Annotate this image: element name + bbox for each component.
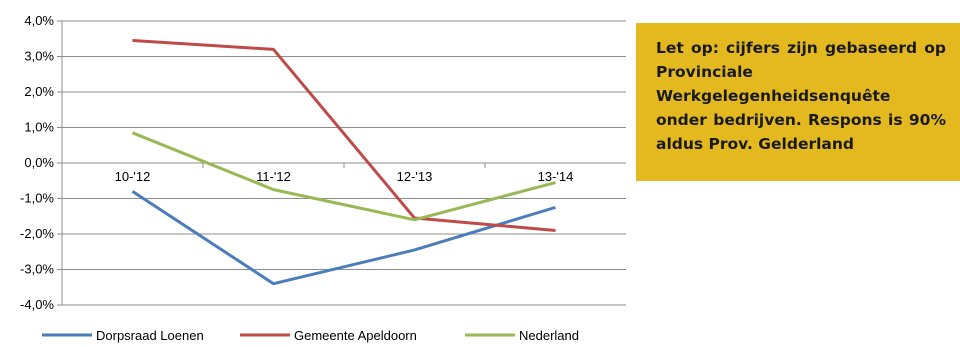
note-text: Let op: cijfers zijn gebaseerd op Provin… — [656, 39, 946, 153]
gridlines — [57, 20, 626, 306]
series-line — [132, 39, 556, 232]
note-box: Let op: cijfers zijn gebaseerd op Provin… — [636, 23, 960, 181]
series-line — [131, 190, 556, 286]
y-tick-label: 3,0% — [24, 49, 54, 64]
category-labels: 10-'12 11-'12 12-'13 13-'14 — [115, 169, 574, 184]
line-chart: 4,0% 3,0% 2,0% 1,0% 0,0% -1,0% -2,0% -3,0% -4,0%… — [20, 13, 626, 343]
y-tick-label: -3,0% — [20, 262, 54, 277]
y-tick-label: 2,0% — [24, 84, 54, 99]
category-label: 10-'12 — [115, 169, 151, 184]
series-lines — [131, 39, 556, 286]
y-axis-tick-labels: 4,0% 3,0% 2,0% 1,0% 0,0% -1,0% -2,0% -3,0% -4,0% — [20, 13, 54, 312]
category-label: 12-'13 — [397, 169, 433, 184]
category-label: 13-'14 — [538, 169, 574, 184]
legend-label: Gemeente Apeldoorn — [294, 328, 417, 343]
legend-label: Nederland — [519, 328, 579, 343]
category-label: 11-'12 — [256, 169, 291, 184]
y-tick-label: 1,0% — [24, 120, 54, 135]
y-tick-label: -1,0% — [20, 191, 54, 206]
y-tick-label: -2,0% — [20, 226, 54, 241]
series-line — [131, 131, 556, 222]
y-tick-label: -4,0% — [20, 297, 54, 312]
y-tick-label: 0,0% — [24, 155, 54, 170]
legend: Dorpsraad Loenen Gemeente Apeldoorn Nederl… — [42, 328, 579, 343]
legend-label: Dorpsraad Loenen — [96, 328, 204, 343]
y-tick-label: 4,0% — [24, 13, 54, 28]
